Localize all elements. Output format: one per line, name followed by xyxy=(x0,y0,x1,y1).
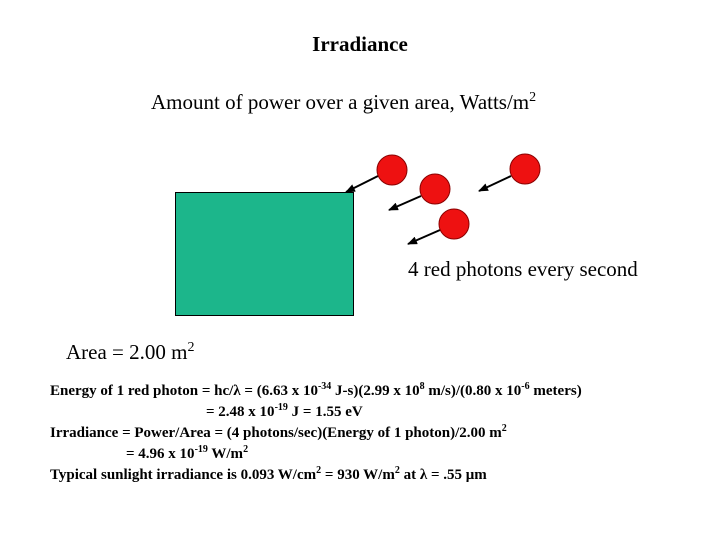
exponent: -34 xyxy=(317,381,332,392)
photon-energy-result-line: = 2.48 x 10-19 J = 1.55 eV xyxy=(50,402,582,423)
text: = 2.48 x 10 xyxy=(206,404,275,420)
exponent: -19 xyxy=(274,402,288,413)
area-label-exponent: 2 xyxy=(187,340,195,355)
text: = 4.96 x 10 xyxy=(126,446,195,462)
exponent: 2 xyxy=(394,465,400,476)
photon-2 xyxy=(388,173,451,211)
photon-1-circle xyxy=(376,154,408,186)
exponent: 2 xyxy=(316,465,322,476)
photon-1-arrow xyxy=(345,175,379,193)
text: Typical sunlight irradiance is 0.093 W/c… xyxy=(50,467,317,483)
photon-4-arrow xyxy=(407,229,441,245)
exponent: -19 xyxy=(194,444,208,455)
subtitle-exponent: 2 xyxy=(529,90,537,105)
text: meters) xyxy=(529,383,582,399)
photon-4-circle xyxy=(438,208,470,240)
mu-symbol: μ xyxy=(465,467,475,483)
photon-2-circle xyxy=(419,173,451,205)
subtitle: Amount of power over a given area, Watts… xyxy=(151,90,536,115)
photon-2-arrow xyxy=(388,195,422,211)
text: = 930 W/m xyxy=(321,467,395,483)
photon-1 xyxy=(345,154,408,193)
photon-4 xyxy=(407,208,470,245)
exponent: 2 xyxy=(243,444,249,455)
text: = .55 xyxy=(427,467,466,483)
area-label-text: Area = 2.00 m xyxy=(66,340,188,364)
irradiance-result-line: = 4.96 x 10-19 W/m2 xyxy=(50,444,582,465)
calculation-block: Energy of 1 red photon = hc/λ = (6.63 x … xyxy=(50,381,582,486)
photon-energy-line: Energy of 1 red photon = hc/λ = (6.63 x … xyxy=(50,381,582,402)
slide-title: Irradiance xyxy=(312,32,408,56)
lambda-symbol: λ xyxy=(233,383,241,399)
text: m xyxy=(474,467,487,483)
text: m/s)/(0.80 x 10 xyxy=(424,383,522,399)
irradiance-formula-line: Irradiance = Power/Area = (4 photons/sec… xyxy=(50,423,582,444)
exponent: -6 xyxy=(521,381,530,392)
exponent: 8 xyxy=(419,381,425,392)
text: Irradiance = Power/Area = (4 photons/sec… xyxy=(50,425,502,441)
text: J = 1.55 eV xyxy=(287,404,363,420)
area-label: Area = 2.00 m2 xyxy=(66,340,194,365)
photon-3-arrow xyxy=(478,175,512,192)
text: at xyxy=(399,467,420,483)
photon-caption: 4 red photons every second xyxy=(408,257,638,281)
text: W/m xyxy=(207,446,244,462)
subtitle-text: Amount of power over a given area, Watts… xyxy=(151,90,530,114)
area-rectangle xyxy=(175,192,354,316)
text: J-s)(2.99 x 10 xyxy=(331,383,420,399)
sunlight-irradiance-line: Typical sunlight irradiance is 0.093 W/c… xyxy=(50,465,582,486)
text: = (6.63 x 10 xyxy=(240,383,318,399)
photon-3-circle xyxy=(509,153,541,185)
exponent: 2 xyxy=(501,423,507,434)
text: Energy of 1 red photon = hc/ xyxy=(50,383,234,399)
lambda-symbol: λ xyxy=(419,467,428,483)
photon-3 xyxy=(478,153,541,192)
